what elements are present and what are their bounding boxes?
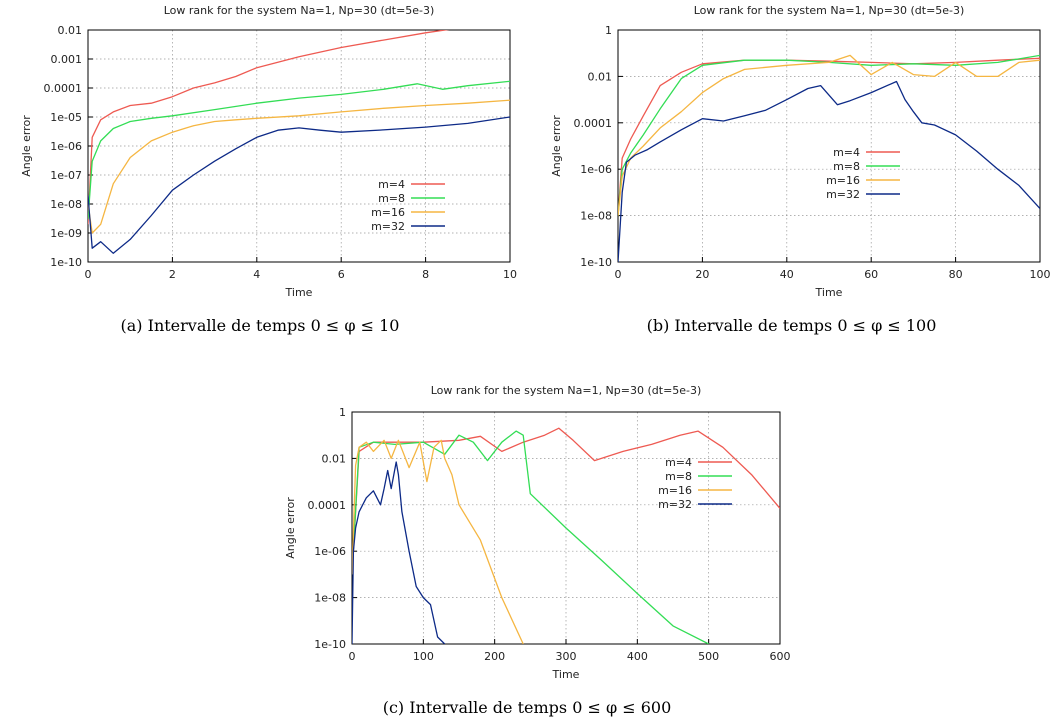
chart-title: Low rank for the system Na=1, Np=30 (dt=… xyxy=(431,384,702,397)
legend-label: m=16 xyxy=(371,206,405,219)
series-group xyxy=(88,30,510,254)
y-tick-label: 1e-06 xyxy=(314,545,346,558)
caption-c: (c) Intervalle de temps 0 ≤ φ ≤ 600 xyxy=(382,698,672,717)
series-line-m32 xyxy=(88,116,510,254)
y-axis-label: Angle error xyxy=(550,115,563,177)
series-line-m8 xyxy=(88,80,510,220)
plot-frame xyxy=(87,29,511,263)
legend-label: m=8 xyxy=(665,470,692,483)
x-tick-label: 60 xyxy=(864,268,878,281)
y-axis-label: Angle error xyxy=(284,497,297,559)
y-tick-label: 0.01 xyxy=(58,24,83,37)
chart-title: Low rank for the system Na=1, Np=30 (dt=… xyxy=(694,4,965,17)
legend-label: m=4 xyxy=(378,178,405,191)
y-tick-label: 1e-10 xyxy=(314,638,346,651)
caption-b: (b) Intervalle de temps 0 ≤ φ ≤ 100 xyxy=(646,316,937,335)
series-line-m16 xyxy=(88,99,510,234)
x-tick-label: 10 xyxy=(503,268,517,281)
x-tick-label: 200 xyxy=(484,650,505,663)
y-tick-label: 0.0001 xyxy=(574,117,613,130)
legend-label: m=32 xyxy=(658,498,692,511)
y-tick-label: 1e-08 xyxy=(314,592,346,605)
x-tick-label: 500 xyxy=(698,650,719,663)
legend-label: m=16 xyxy=(658,484,692,497)
plot-frame xyxy=(351,411,781,645)
y-tick-label: 1 xyxy=(339,406,346,419)
legend-label: m=8 xyxy=(378,192,405,205)
y-tick-label: 1e-07 xyxy=(50,169,82,182)
x-tick-label: 0 xyxy=(349,650,356,663)
legend-label: m=32 xyxy=(371,220,405,233)
x-tick-label: 80 xyxy=(949,268,963,281)
legend-label: m=4 xyxy=(833,146,860,159)
chart-c: Low rank for the system Na=1, Np=30 (dt=… xyxy=(284,384,791,681)
x-tick-label: 0 xyxy=(85,268,92,281)
series-line-m8 xyxy=(352,430,709,644)
legend-label: m=16 xyxy=(826,174,860,187)
x-tick-label: 40 xyxy=(780,268,794,281)
x-tick-label: 4 xyxy=(253,268,260,281)
x-axis-label: Time xyxy=(552,668,580,681)
series-line-m32 xyxy=(618,80,1040,262)
x-tick-label: 400 xyxy=(627,650,648,663)
x-tick-label: 600 xyxy=(770,650,791,663)
y-tick-label: 0.001 xyxy=(51,53,83,66)
series-group xyxy=(618,54,1040,262)
y-tick-label: 0.0001 xyxy=(44,82,83,95)
x-tick-label: 0 xyxy=(615,268,622,281)
x-tick-label: 100 xyxy=(413,650,434,663)
series-line-m32 xyxy=(352,461,446,644)
x-tick-label: 6 xyxy=(338,268,345,281)
y-tick-label: 0.01 xyxy=(588,70,613,83)
y-tick-label: 1e-10 xyxy=(580,256,612,269)
y-tick-label: 1e-05 xyxy=(50,111,82,124)
x-tick-label: 100 xyxy=(1030,268,1051,281)
y-tick-label: 1 xyxy=(605,24,612,37)
y-tick-label: 1e-08 xyxy=(50,198,82,211)
series-line-m8 xyxy=(618,54,1040,216)
y-tick-label: 0.0001 xyxy=(308,499,347,512)
x-axis-label: Time xyxy=(815,286,843,299)
chart-panel-c: Low rank for the system Na=1, Np=30 (dt=… xyxy=(262,380,792,690)
y-axis-label: Angle error xyxy=(20,115,33,177)
legend-label: m=32 xyxy=(826,188,860,201)
x-axis-label: Time xyxy=(285,286,313,299)
series-line-m16 xyxy=(618,54,1040,216)
x-tick-label: 300 xyxy=(556,650,577,663)
chart-b: Low rank for the system Na=1, Np=30 (dt=… xyxy=(550,4,1051,299)
x-tick-label: 20 xyxy=(695,268,709,281)
series-group xyxy=(352,427,780,644)
chart-a: Low rank for the system Na=1, Np=30 (dt=… xyxy=(20,4,517,299)
series-line-m16 xyxy=(352,439,524,644)
chart-panel-a: Low rank for the system Na=1, Np=30 (dt=… xyxy=(0,0,520,310)
y-tick-label: 0.01 xyxy=(322,452,347,465)
y-tick-label: 1e-06 xyxy=(580,163,612,176)
y-tick-label: 1e-10 xyxy=(50,256,82,269)
plot-frame xyxy=(617,29,1041,263)
y-tick-label: 1e-08 xyxy=(580,210,612,223)
legend-label: m=8 xyxy=(833,160,860,173)
x-tick-label: 8 xyxy=(422,268,429,281)
y-tick-label: 1e-06 xyxy=(50,140,82,153)
y-tick-label: 1e-09 xyxy=(50,227,82,240)
series-line-m4 xyxy=(88,30,450,225)
legend-label: m=4 xyxy=(665,456,692,469)
chart-panel-b: Low rank for the system Na=1, Np=30 (dt=… xyxy=(530,0,1053,310)
chart-title: Low rank for the system Na=1, Np=30 (dt=… xyxy=(164,4,435,17)
x-tick-label: 2 xyxy=(169,268,176,281)
caption-a: (a) Intervalle de temps 0 ≤ φ ≤ 10 xyxy=(120,316,400,335)
